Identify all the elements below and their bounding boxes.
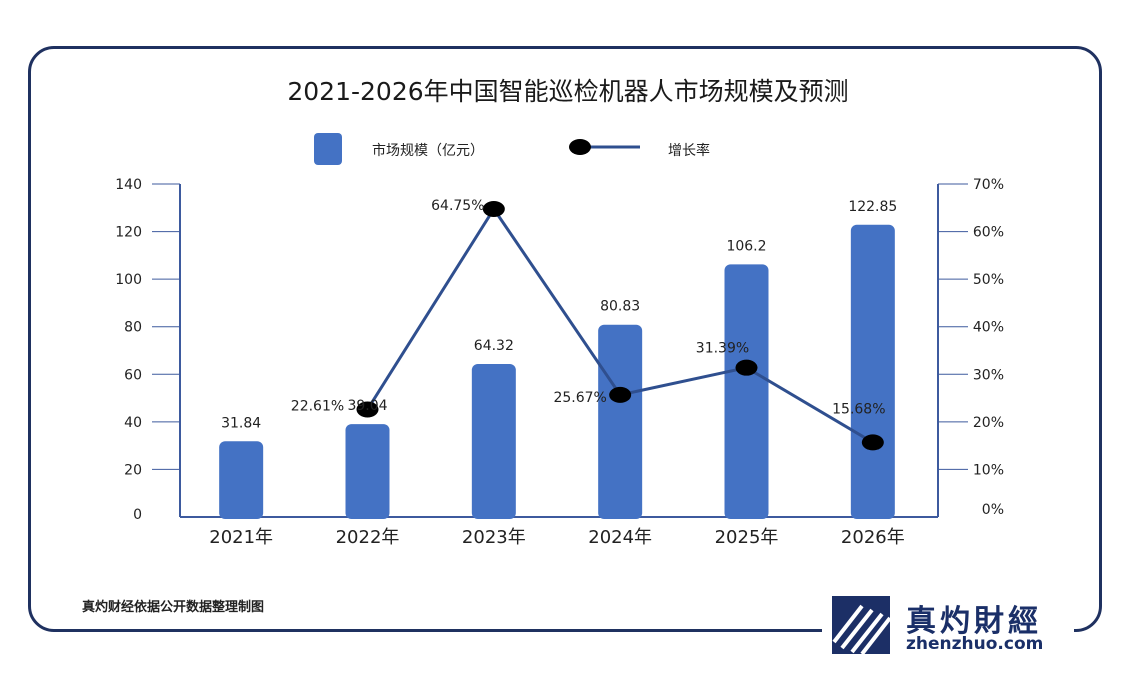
bar: [471, 364, 516, 519]
left-tick-label: 20: [124, 462, 142, 478]
bar: [219, 441, 264, 519]
growth-value-label: 64.75%: [431, 198, 484, 214]
right-tick-label: 30%: [973, 367, 1004, 383]
left-tick-label: 100: [115, 272, 142, 288]
bar: [345, 424, 390, 519]
logo: 真灼財經 zhenzhuo.com: [822, 592, 1074, 658]
logo-domain: zhenzhuo.com: [906, 634, 1044, 654]
legend-bar-label: 市场规模（亿元）: [372, 142, 484, 159]
bars: [219, 224, 895, 520]
logo-mark-icon: [832, 596, 890, 654]
growth-marker: [609, 386, 632, 403]
x-tick-label: 2022年: [336, 527, 400, 548]
right-tick-label: 20%: [973, 415, 1004, 431]
bar-value-label: 122.85: [848, 199, 897, 215]
growth-line: [356, 200, 884, 451]
x-tick-label: 2026年: [841, 527, 905, 548]
bar-value-label: 64.32: [474, 338, 514, 354]
growth-value-label: 31.39%: [696, 341, 749, 357]
right-tick-label: 40%: [973, 320, 1004, 336]
growth-marker: [482, 200, 505, 217]
logo-name-cn: 真灼財經: [906, 604, 1042, 639]
chart-card: [28, 46, 1102, 632]
left-tick-label: 140: [115, 177, 142, 193]
bar: [598, 324, 643, 519]
left-tick-label: 80: [124, 320, 142, 336]
left-tick-label: 60: [124, 367, 142, 383]
left-tick-label: 120: [115, 225, 142, 241]
bar-value-label: 39.04: [347, 398, 387, 414]
legend-line-marker: [569, 139, 591, 155]
right-tick-label: 0%: [982, 502, 1004, 518]
growth-marker: [735, 359, 758, 376]
data-labels: 31.84 39.04 64.32 80.83 106.2 122.85 22.61% 64.…: [221, 198, 897, 431]
x-tick-label: 2024年: [588, 527, 652, 548]
right-tick-label: 60%: [973, 225, 1004, 241]
growth-marker: [356, 401, 379, 418]
bar-value-label: 80.83: [600, 299, 640, 315]
bar: [850, 224, 895, 520]
bar: [724, 264, 769, 519]
x-tick-label: 2023年: [462, 527, 526, 548]
growth-value-label: 15.68%: [832, 401, 885, 417]
right-tick-label: 70%: [973, 177, 1004, 193]
chart-title: 2021-2026年中国智能巡检机器人市场规模及预测: [287, 77, 849, 106]
bar-value-label: 31.84: [221, 415, 261, 431]
x-tick-label: 2025年: [715, 527, 779, 548]
legend-line-label: 增长率: [668, 142, 710, 159]
growth-value-label: 22.61%: [291, 398, 344, 414]
growth-marker: [861, 434, 884, 451]
axes: 0 20 40 60 80 100 120 140 0% 10% 20% 30% 40% 50% 60% 70…: [115, 177, 1004, 548]
left-tick-label: 0: [133, 507, 142, 523]
bar-value-label: 106.2: [726, 238, 766, 254]
right-tick-label: 10%: [973, 462, 1004, 478]
source-note: 真灼财经依据公开数据整理制图: [82, 600, 265, 615]
x-tick-label: 2021年: [209, 527, 273, 548]
left-tick-label: 40: [124, 415, 142, 431]
legend-bar-swatch: [314, 133, 342, 165]
growth-value-label: 25.67%: [553, 390, 606, 406]
right-tick-label: 50%: [973, 272, 1004, 288]
